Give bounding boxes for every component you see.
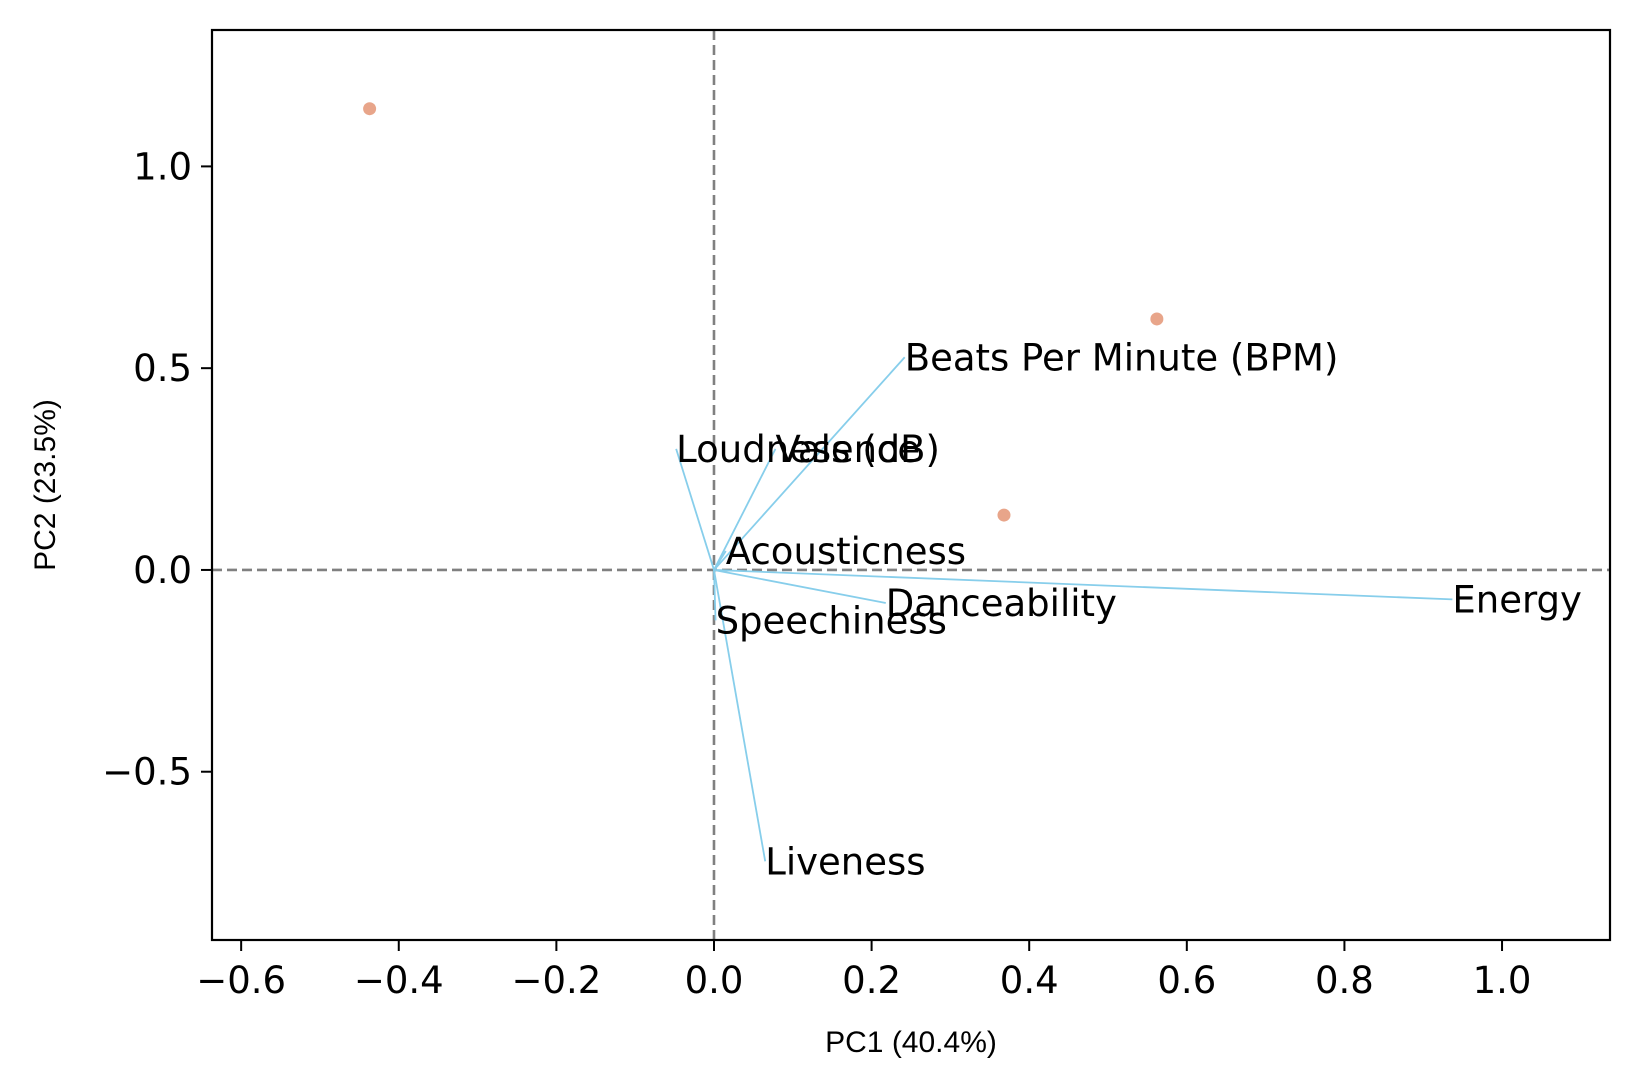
x-tick-label: −0.2 bbox=[511, 959, 601, 1002]
loading-label-5: Danceability bbox=[886, 582, 1117, 625]
loading-vector-4 bbox=[713, 550, 727, 571]
x-tick-label: −0.4 bbox=[354, 959, 444, 1002]
plot-area: Beats Per Minute (BPM) Loudness (dB)Valen… bbox=[212, 30, 1610, 940]
y-tick-label: −0.5 bbox=[102, 751, 192, 794]
x-tick-label: 0.0 bbox=[685, 959, 744, 1002]
x-tick-label: 1.0 bbox=[1473, 959, 1532, 1002]
loading-label-1: Beats Per Minute (BPM) bbox=[905, 336, 1339, 379]
score-point-2 bbox=[1150, 312, 1164, 326]
x-tick-label: 0.4 bbox=[1000, 959, 1059, 1002]
score-point-3 bbox=[997, 508, 1011, 522]
plot-frame bbox=[210, 28, 1612, 942]
loading-vector-3 bbox=[713, 448, 777, 571]
y-tick-label: 0.5 bbox=[133, 347, 192, 390]
x-tick-label: 0.8 bbox=[1315, 959, 1374, 1002]
y-tick-label: 1.0 bbox=[133, 145, 192, 188]
loading-label-4: Acousticness bbox=[726, 530, 966, 573]
y-tick-label: 0.0 bbox=[133, 549, 192, 592]
loading-label-8: Liveness bbox=[765, 840, 925, 883]
loading-label-3: Valence bbox=[775, 428, 920, 471]
loading-vector-8 bbox=[713, 569, 767, 862]
x-axis-title: PC1 (40.4%) bbox=[825, 1026, 997, 1059]
loading-label-2: Loudness (dB) bbox=[676, 428, 940, 471]
loading-vector-6 bbox=[713, 569, 1453, 601]
loading-vector-1 bbox=[713, 356, 906, 571]
x-tick-label: 0.6 bbox=[1157, 959, 1216, 1002]
y-axis: −0.5 0.0 0.5 1.0 bbox=[102, 145, 212, 794]
loading-label-6: Energy bbox=[1452, 578, 1582, 621]
score-point-1 bbox=[363, 102, 377, 116]
x-axis: −0.6 −0.4 −0.2 0.0 0.2 0.4 0.6 0.8 1.0 bbox=[196, 940, 1531, 1002]
loading-label-7: Speechiness bbox=[716, 599, 947, 642]
x-tick-label: −0.6 bbox=[196, 959, 286, 1002]
loading-vector-7 bbox=[713, 569, 717, 621]
loading-vector-5 bbox=[713, 569, 886, 604]
loading-vector-2 bbox=[675, 448, 715, 571]
x-tick-label: 0.2 bbox=[842, 959, 901, 1002]
y-axis-title: PC2 (23.5%) bbox=[29, 399, 62, 571]
